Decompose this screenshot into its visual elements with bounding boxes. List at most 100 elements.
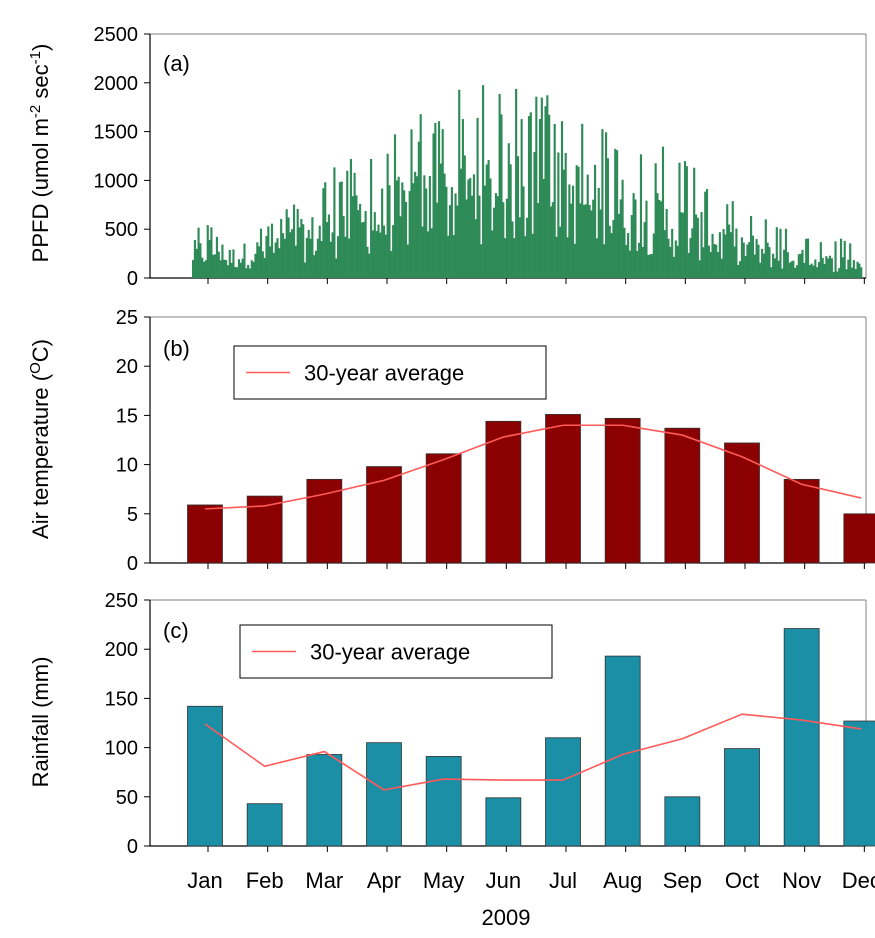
ppfd-bar (586, 174, 589, 278)
ppfd-bar (649, 254, 652, 278)
ppfd-bar (845, 269, 848, 278)
ppfd-bar (744, 256, 747, 278)
ppfd-bar (390, 251, 393, 278)
ppfd-bar (247, 264, 250, 278)
ppfd-bar (199, 243, 202, 278)
ppfd-bar (371, 230, 375, 278)
ppfd-bar (357, 210, 360, 278)
ppfd-bar (696, 217, 699, 278)
ppfd-bar (454, 193, 457, 278)
ppfd-bar (250, 260, 253, 278)
ppfd-bar (472, 174, 475, 278)
ppfd-bar (548, 114, 551, 279)
bar (306, 754, 343, 847)
bar (843, 720, 875, 847)
ppfd-bar (746, 244, 749, 278)
ppfd-bar (322, 188, 325, 278)
ppfd-bar (849, 243, 852, 278)
ppfd-bar (478, 195, 481, 278)
ppfd-bar (318, 225, 321, 278)
ppfd-bar (482, 85, 485, 278)
ppfd-bar (665, 208, 668, 278)
temperature-bars: 0 5 10 15 20 25 30-year average (116, 307, 875, 575)
y-tick-label: 10 (116, 455, 138, 477)
ppfd-bar (700, 212, 703, 278)
ppfd-bar (654, 163, 657, 278)
ppfd-bar (579, 203, 582, 278)
ppfd-bar (856, 261, 859, 278)
ppfd-bar (628, 250, 632, 278)
ppfd-bar (203, 261, 206, 278)
panel-b-label: (b) (163, 336, 190, 361)
ppfd-bar (647, 254, 650, 278)
ppfd-bar (689, 238, 692, 278)
ppfd-bar (553, 123, 556, 278)
ppfd-bar (487, 160, 490, 278)
ppfd-bar (761, 248, 764, 278)
ppfd-bar (381, 188, 384, 278)
ppfd-bar (373, 212, 376, 278)
ppfd-bar (377, 224, 380, 278)
bar (425, 756, 462, 847)
ppfd-bar (542, 178, 545, 278)
ppfd-bar (652, 233, 655, 278)
ppfd-bar (722, 229, 725, 278)
ppfd-bar (483, 185, 486, 278)
ppfd-bar (460, 168, 463, 278)
ppfd-bar (393, 134, 397, 278)
ppfd-bar (739, 261, 742, 278)
ppfd-bar (513, 238, 516, 278)
ppfd-bar (403, 190, 406, 278)
ppfd-bar (461, 119, 464, 278)
ppfd-bar (716, 252, 720, 278)
ppfd-bar (465, 199, 468, 278)
ppfd-bar (447, 235, 450, 278)
ppfd-bar (234, 267, 237, 278)
ppfd-bar (601, 129, 604, 278)
x-tick-label: Dec (842, 868, 875, 893)
ppfd-bar (359, 203, 362, 278)
ppfd-bar (458, 89, 461, 278)
ppfd-bar (327, 214, 330, 278)
x-tick-label: Nov (782, 868, 821, 893)
x-tick-label: Aug (603, 868, 642, 893)
ppfd-bar (265, 236, 268, 278)
legend-label: 30-year average (304, 361, 464, 386)
panel-c-label: (c) (163, 618, 189, 643)
ppfd-bar (669, 246, 672, 278)
ppfd-bar (263, 257, 266, 278)
ppfd-bar (588, 205, 591, 278)
ppfd-bar (728, 224, 731, 278)
ppfd-bar (338, 182, 341, 278)
ppfd-bar (603, 244, 606, 278)
ppfd-bar (584, 204, 587, 278)
ppfd-bar (814, 259, 817, 278)
ppfd-bar (254, 253, 257, 278)
ppfd-bar (226, 265, 230, 278)
bar (187, 504, 223, 564)
ppfd-bar (619, 199, 622, 278)
ppfd-bar (280, 219, 283, 278)
ppfd-bar (360, 222, 364, 278)
ppfd-bar (538, 118, 542, 279)
ppfd-bar (294, 245, 297, 278)
ppfd-bar (507, 143, 510, 278)
ppfd-bar (441, 129, 444, 278)
bar (366, 742, 402, 847)
ppfd-bar (236, 267, 239, 278)
x-tick-label: Jul (549, 868, 577, 893)
ppfd-bar (243, 243, 246, 278)
ppfd-bar (803, 262, 806, 278)
ppfd-bar (838, 268, 841, 278)
ppfd-bar (408, 191, 411, 278)
ppfd-bar (850, 267, 854, 278)
x-tick-label: Mar (305, 868, 343, 893)
ppfd-bar (496, 196, 499, 278)
ppfd-bar (219, 260, 222, 278)
ppfd-bar (641, 246, 644, 278)
ppfd-bar (476, 117, 479, 278)
ppfd-bar (500, 114, 503, 278)
ppfd-bar (819, 242, 822, 278)
ppfd-bar (839, 238, 843, 278)
y-tick-label: 0 (127, 268, 138, 290)
